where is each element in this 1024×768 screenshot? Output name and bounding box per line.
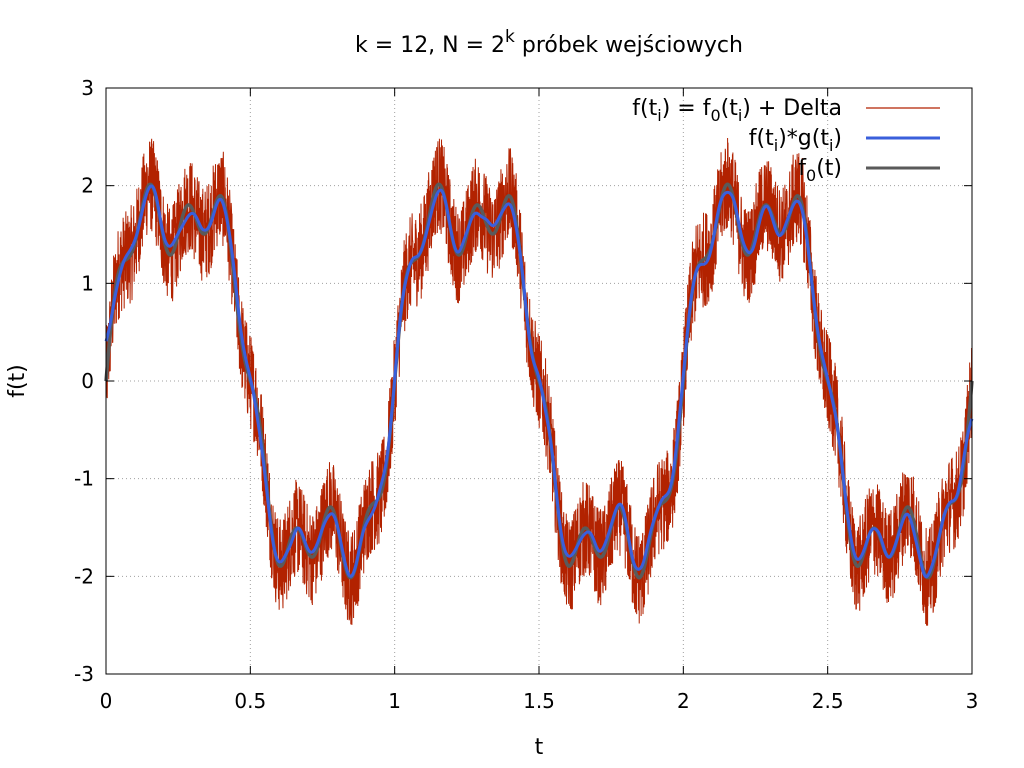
y-tick-label: -1 (74, 467, 94, 491)
y-tick-label: -2 (74, 564, 94, 588)
title-main: k = 12, N = 2 (355, 33, 505, 58)
x-tick-label: 3 (966, 689, 979, 713)
legend-label-part: i (829, 136, 833, 155)
legend-label-part: ) = f (662, 96, 712, 121)
legend-label-part: ) + Delta (742, 96, 842, 121)
y-tick-label: 3 (81, 76, 94, 100)
y-tick-label: 0 (81, 369, 94, 393)
series-layer (104, 138, 974, 626)
legend-label-filtered: f(ti)*g(ti) (749, 126, 842, 155)
x-tick-label: 0 (100, 689, 113, 713)
x-tick-label: 2.5 (812, 689, 844, 713)
title-rest: próbek wejściowych (515, 33, 743, 58)
x-tick-label: 2 (677, 689, 690, 713)
legend-label-part: (t) (816, 156, 842, 181)
legend-label-part: i (657, 106, 661, 125)
title-superscript: k (505, 27, 515, 47)
chart-title: k = 12, N = 2k próbek wejściowych (355, 27, 743, 58)
x-tick-label: 1 (388, 689, 401, 713)
x-tick-label: 0.5 (234, 689, 266, 713)
legend-label-part: ) (833, 126, 842, 151)
ticks: 0 0.5 1 1.5 2 2.5 3 -3 -2 -1 0 1 2 3 (74, 76, 978, 713)
legend-label-noisy: f(ti) = f0(ti) + Delta (632, 96, 842, 125)
legend-label-part: 0 (806, 166, 816, 185)
legend-label-part: i (738, 106, 742, 125)
legend-label-part: 0 (710, 106, 720, 125)
x-tick-label: 1.5 (523, 689, 555, 713)
legend-label-part: f(t (632, 96, 657, 121)
legend-label-part: f(t (749, 126, 774, 151)
legend-label-part: (t (721, 96, 739, 121)
y-tick-label: -3 (74, 662, 94, 686)
y-axis-label: f(t) (5, 364, 30, 398)
series-line-filtered (104, 184, 974, 579)
y-tick-label: 2 (81, 174, 94, 198)
legend-label-part: f (798, 156, 807, 181)
legend-label-part: )*g(t (778, 126, 829, 151)
y-tick-label: 1 (81, 271, 94, 295)
legend-label-part: i (774, 136, 778, 155)
legend-label-clean: f0(t) (798, 156, 842, 185)
x-axis-label: t (535, 735, 544, 760)
